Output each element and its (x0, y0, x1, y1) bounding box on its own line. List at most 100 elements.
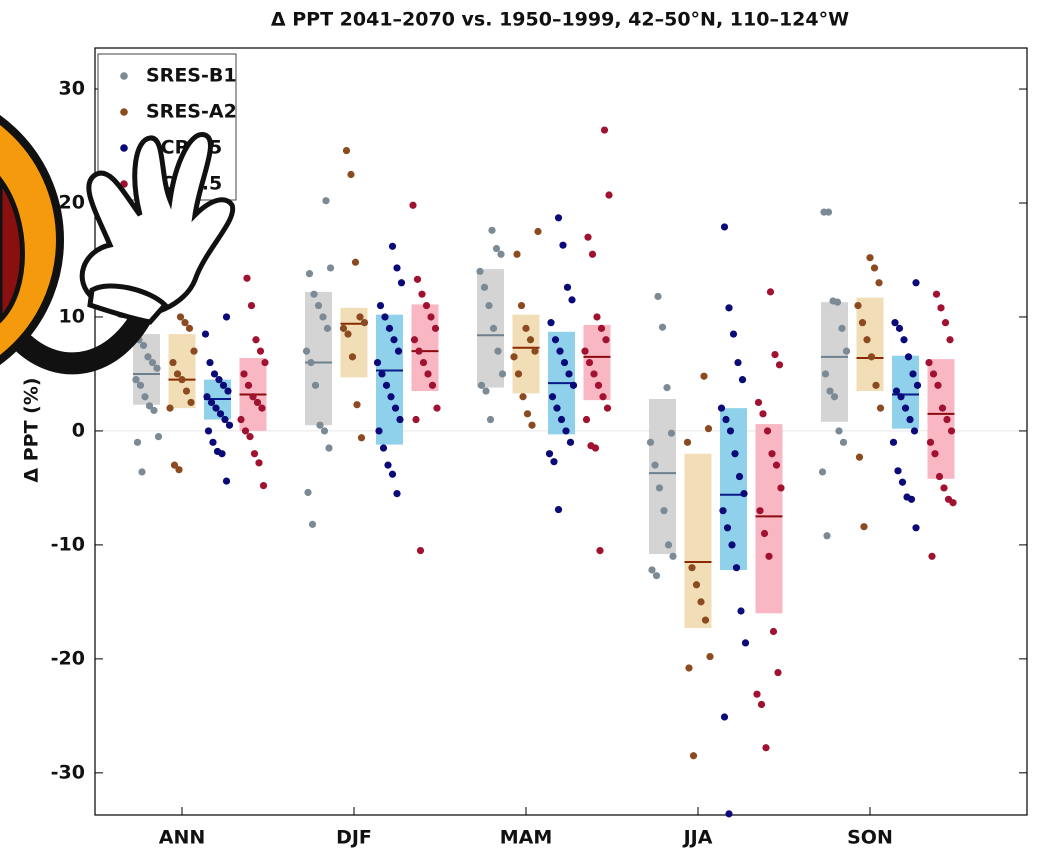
data-point (818, 468, 827, 476)
data-point (243, 274, 251, 282)
data-point (830, 393, 839, 401)
data-point (222, 477, 231, 485)
data-point (379, 444, 388, 452)
data-point (181, 319, 189, 327)
data-point (717, 404, 726, 412)
data-point (381, 313, 389, 321)
data-point (387, 393, 395, 401)
data-point (562, 427, 570, 435)
data-point (600, 126, 609, 134)
range-box (168, 334, 196, 409)
legend-label: SRES-A2 (146, 101, 237, 123)
data-point (551, 336, 560, 344)
data-point (652, 572, 661, 580)
data-point (692, 581, 701, 589)
data-point (548, 393, 557, 401)
data-point (667, 429, 676, 437)
data-point (133, 438, 142, 446)
data-point (697, 598, 705, 606)
data-point (476, 267, 484, 275)
data-point (244, 381, 253, 389)
data-point (591, 444, 600, 452)
data-point (872, 381, 880, 389)
cartoon-cuff (87, 283, 169, 325)
data-point (759, 410, 767, 418)
data-point (660, 507, 668, 515)
data-point (241, 427, 250, 435)
data-point (763, 427, 772, 435)
range-box (305, 291, 332, 426)
data-point (201, 330, 210, 338)
data-point (154, 433, 163, 441)
data-point (212, 404, 220, 412)
data-point (344, 330, 352, 338)
data-point (203, 393, 211, 401)
data-point (485, 301, 493, 310)
data-point (150, 406, 158, 415)
data-point (339, 324, 348, 332)
data-point (898, 478, 907, 486)
data-point (603, 404, 612, 412)
data-point (892, 387, 901, 395)
data-point (482, 387, 490, 395)
data-point (489, 324, 498, 332)
data-point (384, 461, 392, 469)
data-point (753, 690, 761, 698)
data-point (904, 353, 913, 361)
data-point (209, 438, 217, 446)
cartoon-overlay (0, 115, 236, 375)
data-point (422, 301, 431, 310)
data-point (221, 415, 229, 424)
data-point (566, 438, 575, 446)
data-point (486, 415, 495, 424)
data-point (513, 250, 521, 258)
legend-marker (120, 72, 128, 80)
data-point (148, 358, 157, 367)
data-point (895, 324, 904, 332)
data-point (185, 324, 194, 332)
data-point (428, 381, 437, 389)
data-point (731, 450, 739, 458)
data-point (325, 444, 333, 452)
data-point (775, 361, 784, 369)
data-point (415, 347, 423, 355)
data-point (418, 290, 426, 298)
data-point (249, 393, 257, 401)
data-point (246, 433, 254, 441)
y-tick-label: -10 (51, 533, 85, 555)
data-point (766, 288, 775, 296)
data-point (934, 381, 942, 389)
data-point (480, 283, 489, 291)
data-point (929, 370, 938, 378)
data-point (394, 347, 403, 355)
data-point (385, 324, 394, 332)
data-point (431, 324, 440, 332)
data-point (523, 410, 532, 418)
data-point (308, 520, 317, 528)
range-box (856, 297, 884, 392)
x-tick-label: ANN (159, 827, 206, 849)
data-point (900, 336, 908, 344)
cartoon-arm (12, 295, 161, 375)
data-point (928, 552, 936, 560)
data-point (658, 323, 667, 331)
data-point (382, 381, 391, 389)
data-point (305, 270, 314, 278)
range-box (684, 453, 712, 629)
data-point (378, 370, 386, 378)
data-point (835, 427, 843, 435)
data-point (734, 358, 742, 367)
data-point (646, 438, 655, 446)
data-point (323, 324, 332, 332)
data-point (176, 313, 185, 321)
y-tick-label: 10 (59, 305, 85, 327)
data-point (556, 347, 564, 355)
data-point (261, 358, 269, 367)
range-box (340, 307, 368, 378)
data-point (754, 398, 763, 407)
data-point (946, 336, 954, 344)
data-point (906, 415, 914, 424)
data-point (356, 313, 364, 321)
